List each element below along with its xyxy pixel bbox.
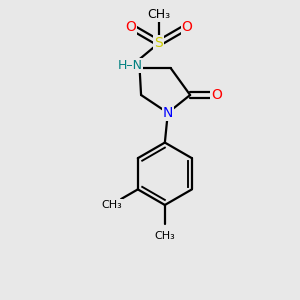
Text: H–N: H–N [117, 59, 142, 72]
Text: CH₃: CH₃ [147, 8, 170, 21]
Text: CH₃: CH₃ [101, 200, 122, 210]
Text: S: S [154, 36, 163, 50]
Text: CH₃: CH₃ [154, 231, 175, 241]
Text: N: N [163, 106, 173, 120]
Text: O: O [182, 20, 193, 34]
Text: O: O [125, 20, 136, 34]
Text: O: O [212, 88, 222, 102]
